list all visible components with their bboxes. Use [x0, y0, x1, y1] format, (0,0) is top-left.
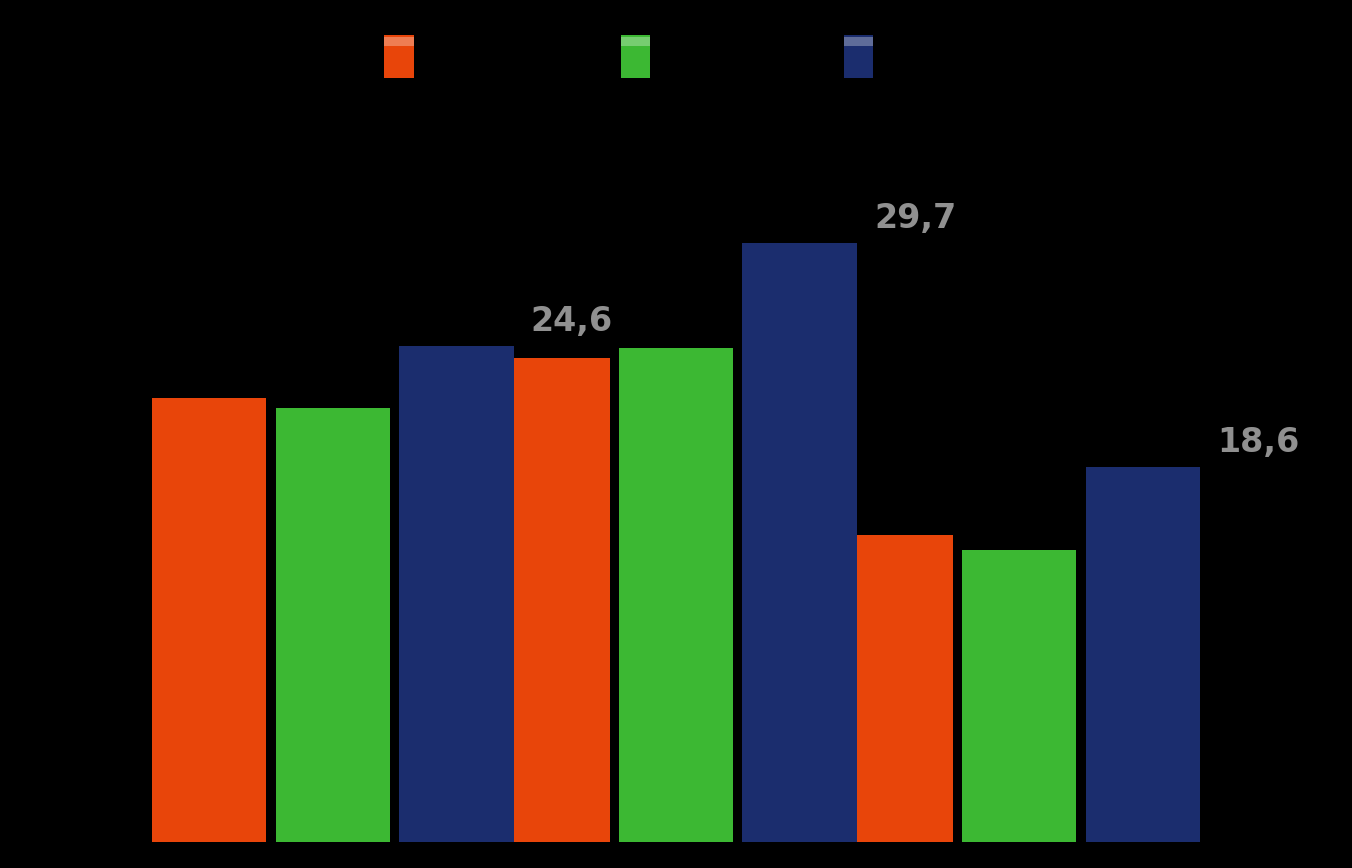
Bar — [838, 536, 953, 842]
Bar — [619, 348, 733, 842]
Bar — [276, 408, 389, 842]
Bar — [963, 549, 1076, 842]
Text: 29,7: 29,7 — [873, 202, 956, 235]
Text: 24,6: 24,6 — [531, 305, 612, 338]
Bar — [495, 358, 610, 842]
Bar — [151, 398, 266, 842]
Bar — [1086, 467, 1201, 842]
Bar — [399, 345, 514, 842]
Text: 18,6: 18,6 — [1217, 426, 1299, 459]
Bar — [742, 243, 857, 842]
